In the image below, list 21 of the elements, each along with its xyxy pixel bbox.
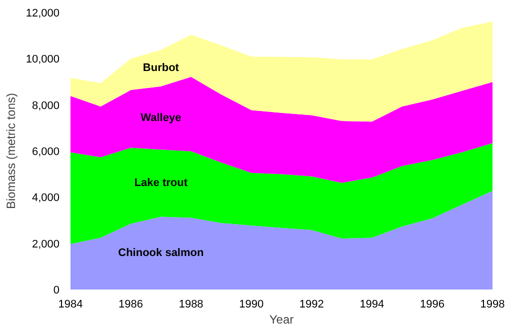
x-tick-label: 1986: [118, 298, 144, 310]
y-axis-title: Biomass (metric tons): [4, 92, 18, 210]
series-label: Chinook salmon: [118, 247, 204, 260]
y-tick-label: 6,000: [32, 146, 60, 158]
y-tick-label: 10,000: [26, 54, 60, 66]
y-tick-label: 0: [53, 284, 60, 296]
x-tick-label: 1990: [239, 298, 264, 310]
series-label: Burbot: [142, 62, 180, 74]
x-tick-label: 1994: [360, 298, 384, 310]
y-tick-label: 4,000: [32, 192, 60, 204]
y-tick-label: 2,000: [32, 238, 60, 250]
x-tick-label: 1984: [58, 298, 83, 310]
y-tick-label: 8,000: [32, 100, 60, 112]
x-tick-label: 1988: [178, 298, 204, 310]
series-label: Walleye: [140, 112, 182, 124]
series-label: Lake trout: [134, 177, 188, 190]
y-tick-label: 12,000: [26, 8, 60, 20]
x-tick-label: 1996: [420, 298, 444, 310]
x-tick-label: 1998: [480, 298, 505, 310]
x-tick-label: 1992: [299, 298, 324, 310]
x-axis-title: Year: [269, 312, 294, 326]
